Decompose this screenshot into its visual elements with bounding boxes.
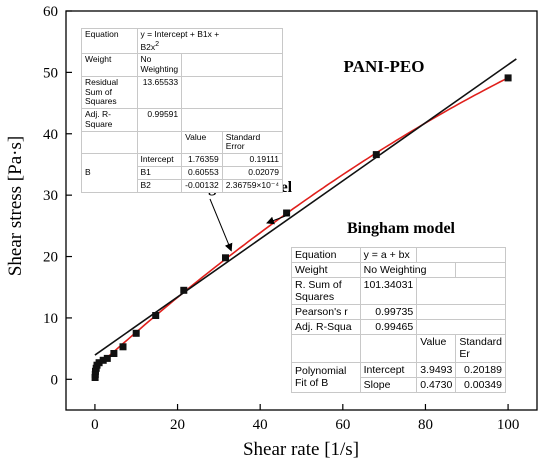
data-point (372, 151, 380, 159)
equation-value: y = a + bx (359, 246, 418, 264)
value-header: Value (416, 334, 457, 363)
modified-bingham-arrow (209, 198, 233, 252)
param-value: 1.76359 (181, 153, 223, 168)
bingham-arrow (266, 214, 290, 225)
y-tick-label: 0 (51, 372, 59, 388)
linear-fit-table: Equation y = a + bx Weight No Weighting … (291, 246, 506, 393)
x-tick-label: 100 (497, 417, 520, 433)
data-point (152, 312, 160, 319)
weight-value: No Weighting (136, 53, 183, 77)
param-error: 0.19111 (221, 153, 284, 168)
param-name: B2 (136, 178, 183, 193)
quadratic-fit-table: Equation y = Intercept + B1x + B2x2 Weig… (81, 27, 284, 193)
table-row: Adj. R-Squa 0.99465 (291, 319, 506, 336)
param-value: 0.4730 (416, 376, 457, 393)
y-tick-label: 10 (43, 311, 58, 327)
equation-label: Equation (81, 27, 138, 55)
y-tick-label: 40 (43, 127, 58, 143)
adj-r-square-value: 0.99465 (359, 319, 418, 336)
table-row: R. Sum of Squares 101.34031 (291, 277, 506, 306)
param-name: B1 (136, 166, 183, 180)
chart-title: PANI-PEO (344, 57, 425, 76)
y-tick-label: 30 (43, 188, 58, 204)
y-tick-label: 20 (43, 250, 58, 266)
x-tick-label: 20 (170, 417, 185, 433)
table-row: B2 -0.00132 2.36759×10⁻⁴ (82, 178, 284, 193)
data-point (119, 343, 127, 351)
x-tick-label: 40 (253, 417, 268, 433)
param-group: Polynomial Fit of B (291, 361, 361, 393)
data-points (91, 74, 512, 381)
param-value: -0.00132 (181, 178, 223, 193)
param-group: B (81, 153, 138, 193)
param-name: Slope (359, 376, 418, 393)
table-row: Polynomial Fit of B Intercept 3.9493 0.2… (291, 361, 506, 393)
rss-label: Residual Sum of Squares (81, 75, 138, 110)
data-point (99, 356, 107, 364)
weight-value: No Weighting (359, 262, 457, 279)
table-row: Value Standard Er (291, 334, 506, 363)
data-point (132, 329, 140, 337)
bingham-label: Bingham model (347, 220, 456, 237)
data-point (180, 286, 188, 294)
equation-label: Equation (291, 246, 361, 264)
weight-label: Weight (291, 262, 361, 279)
adj-r-square-label: Adj. R-Square (81, 108, 138, 132)
plot-frame (65, 10, 538, 411)
data-point (103, 354, 111, 362)
data-point (95, 359, 103, 367)
modified-bingham-fit-line (94, 77, 509, 370)
table-row: Pearson's r 0.99735 (291, 304, 506, 321)
error-header: Standard Er (455, 334, 506, 363)
y-tick-label: 50 (43, 65, 58, 81)
param-error: 2.36759×10⁻⁴ (221, 178, 284, 193)
param-value: 0.60553 (181, 166, 223, 180)
table-row: Value Standard Error (81, 130, 284, 155)
param-name: Intercept (359, 361, 418, 378)
table-row: B1 0.60553 0.02079 (82, 166, 284, 180)
table-row: Residual Sum of Squares 13.65533 (81, 75, 283, 110)
equation-exponent: 2 (155, 39, 160, 48)
x-tick-label: 60 (335, 417, 350, 433)
annotations (209, 198, 290, 252)
x-axis-label: Shear rate [1/s] (243, 439, 359, 460)
data-point (110, 350, 118, 357)
table-row: Slope 0.4730 0.00349 (292, 376, 506, 393)
table-row: B Intercept 1.76359 0.19111 (81, 153, 284, 193)
table-row: Equation y = Intercept + B1x + B2x2 (81, 27, 283, 55)
axis-ticks: 0 20 40 60 80 100 0 10 20 30 40 50 60 (43, 4, 519, 433)
param-error: 0.02079 (221, 166, 284, 180)
table-row: Weight No Weighting (81, 53, 283, 77)
adj-r-square-value: 0.99591 (136, 108, 183, 132)
equation-line-2: B2x (140, 41, 156, 52)
param-name: Intercept (136, 153, 183, 168)
x-tick-label: 0 (91, 417, 99, 433)
fit-curves (94, 58, 517, 370)
bingham-fit-line (94, 58, 517, 356)
table-row: Adj. R-Square 0.99591 (81, 108, 283, 132)
pearson-value: 0.99735 (359, 304, 418, 321)
rss-value: 13.65533 (136, 75, 183, 110)
error-header: Standard Error (221, 130, 284, 155)
adj-r-square-label: Adj. R-Squa (291, 319, 361, 336)
value-header: Value (181, 130, 223, 155)
data-point (504, 74, 512, 82)
data-point (283, 209, 291, 217)
param-error: 0.20189 (455, 361, 506, 378)
y-axis-label: Shear stress [Pa·s] (5, 136, 26, 276)
table-row: Weight No Weighting (291, 262, 506, 279)
x-tick-label: 80 (418, 417, 433, 433)
equation-value: y = Intercept + B1x + B2x2 (136, 27, 283, 55)
rss-value: 101.34031 (359, 277, 418, 306)
table-row: Equation y = a + bx (291, 246, 506, 264)
weight-label: Weight (81, 53, 138, 77)
data-point (222, 254, 229, 262)
y-tick-label: 60 (43, 4, 58, 20)
param-error: 0.00349 (455, 376, 506, 393)
rss-label: R. Sum of Squares (291, 277, 361, 306)
equation-line-1: y = Intercept + B1x + (140, 29, 220, 39)
pearson-label: Pearson's r (291, 304, 361, 321)
param-value: 3.9493 (416, 361, 457, 378)
